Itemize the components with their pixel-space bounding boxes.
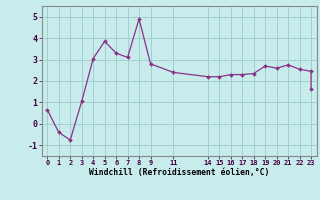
X-axis label: Windchill (Refroidissement éolien,°C): Windchill (Refroidissement éolien,°C): [89, 168, 269, 177]
